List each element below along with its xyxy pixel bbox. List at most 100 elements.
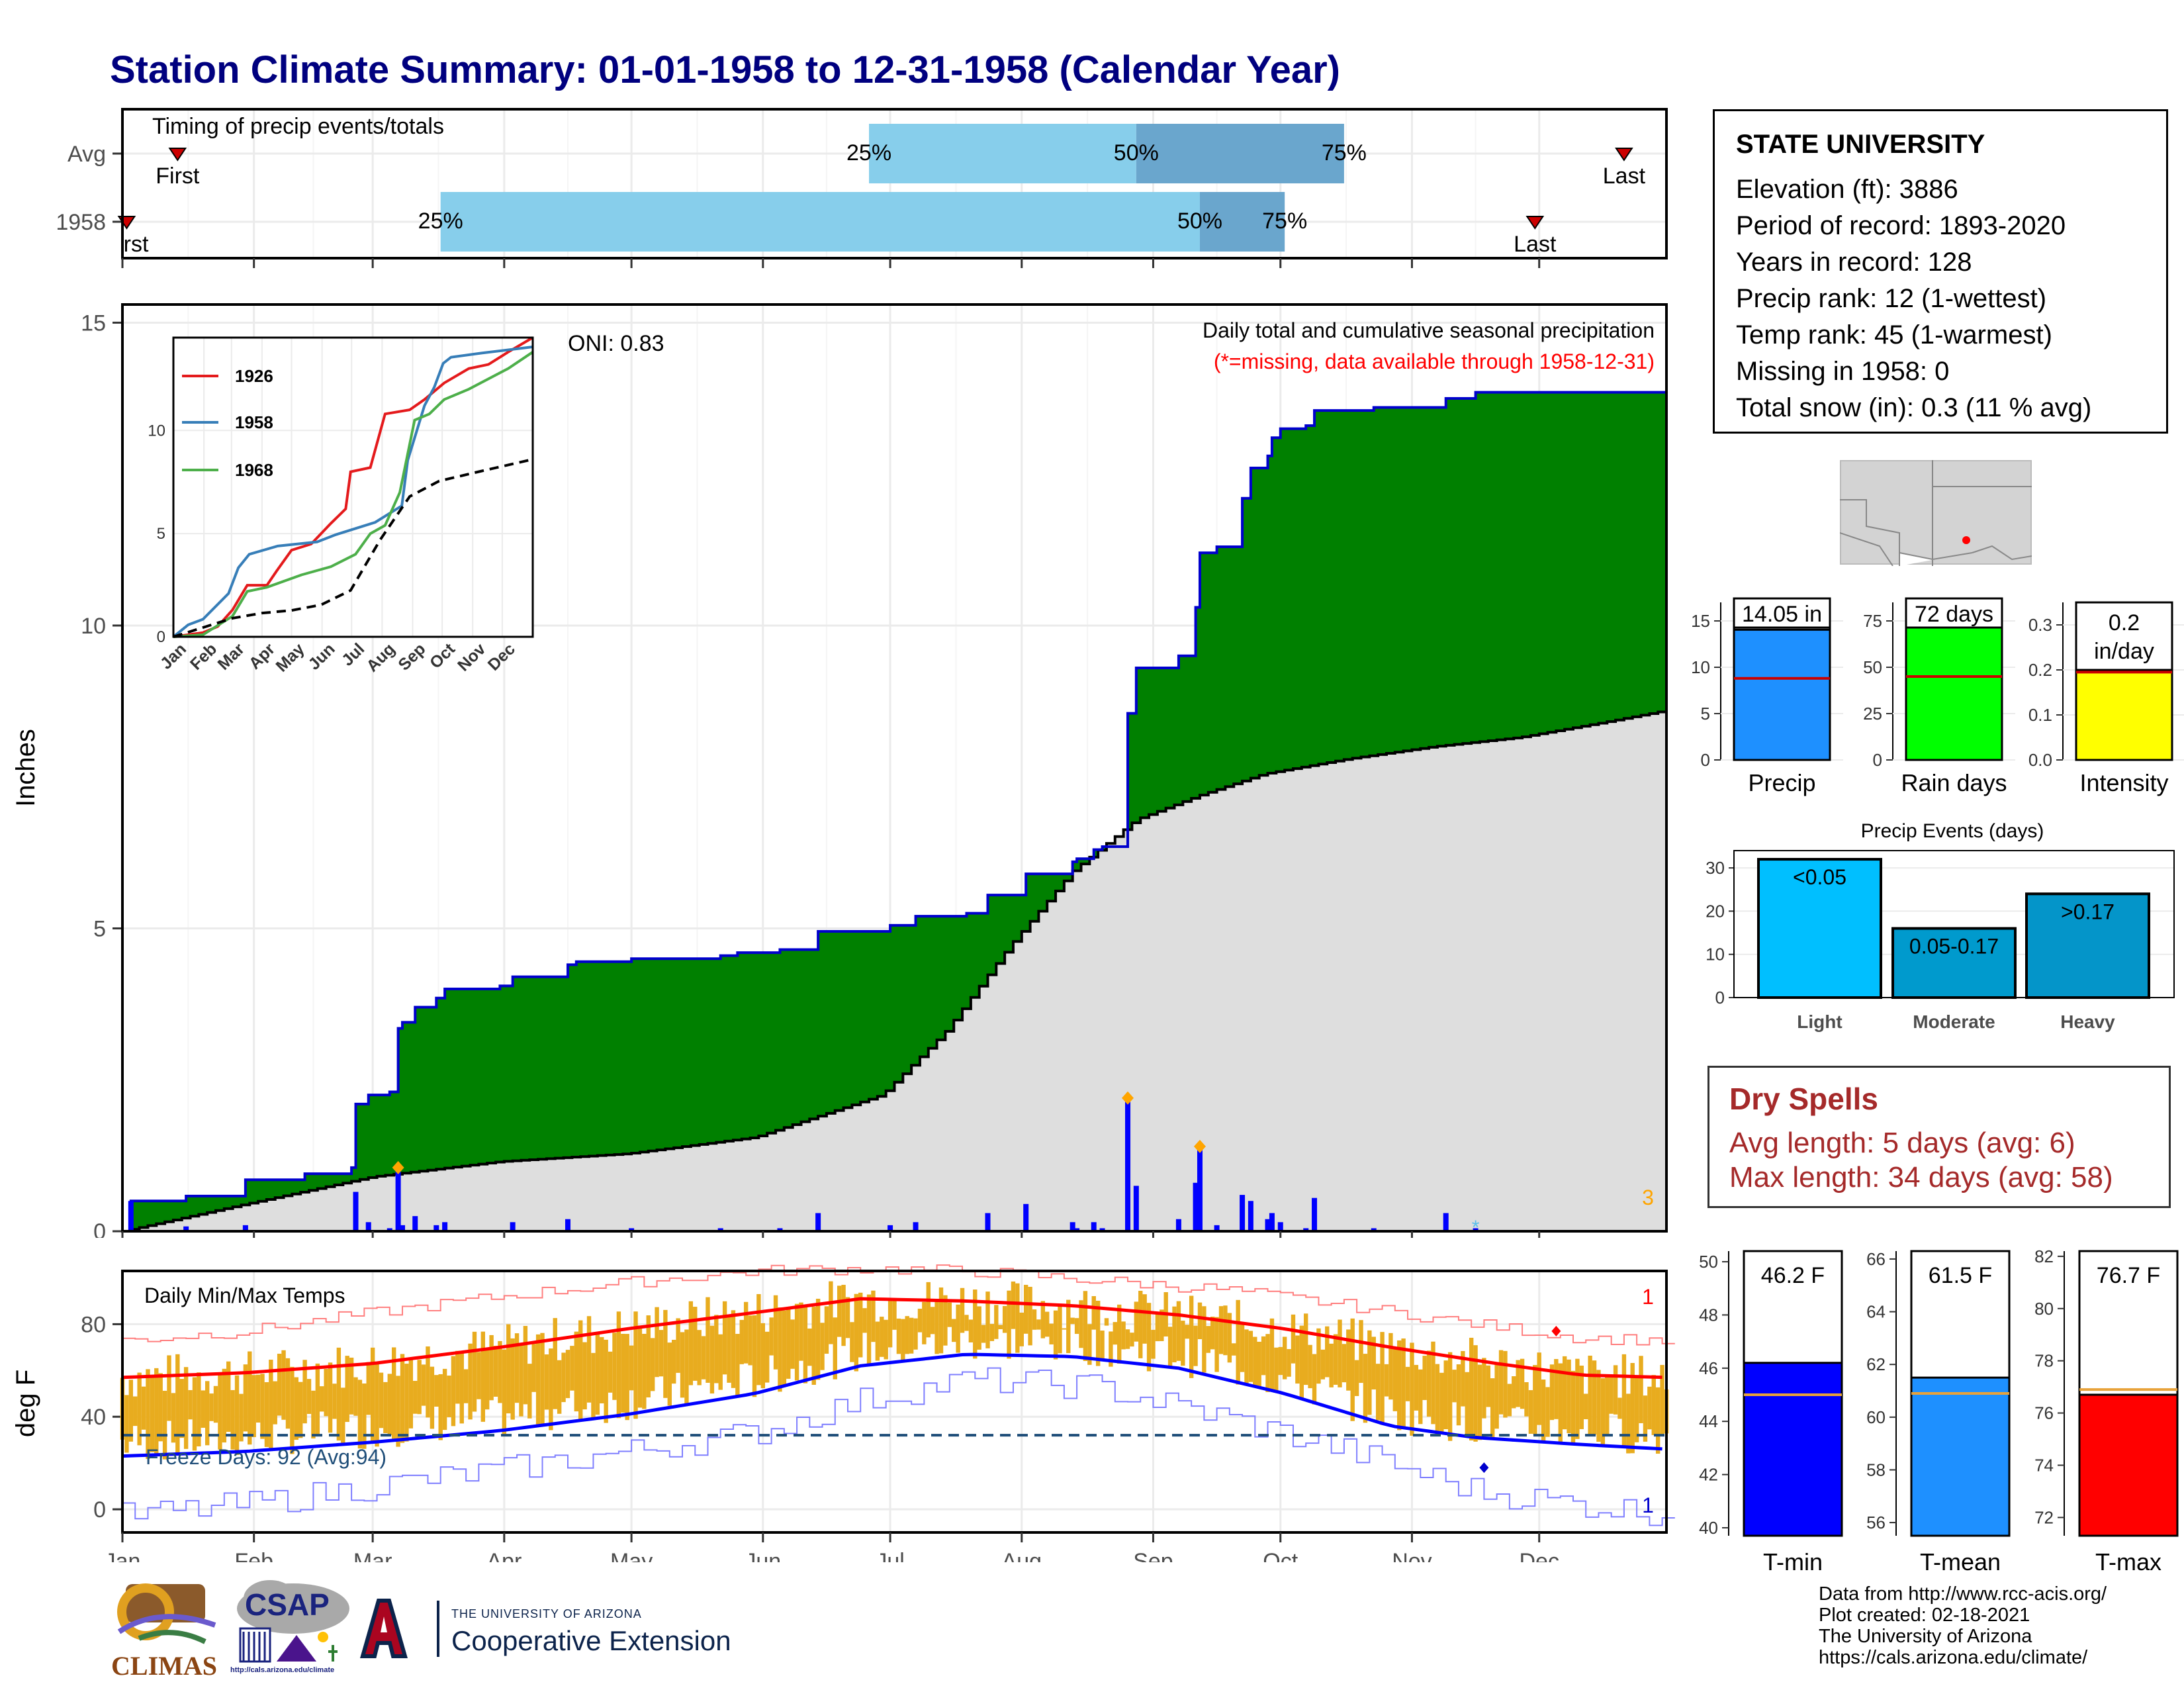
daily-temp-bar: [709, 1325, 715, 1394]
daily-precip-bar: [1069, 1222, 1075, 1231]
daily-temp-bar: [485, 1348, 490, 1410]
daily-precip-bar: [387, 1228, 392, 1231]
daily-temp-bar: [565, 1350, 570, 1399]
daily-temp-bar: [1007, 1290, 1011, 1359]
daily-temp-bar: [171, 1393, 176, 1443]
daily-temp-bar: [531, 1344, 536, 1392]
inset-ytick-label: 0: [157, 628, 165, 646]
daily-temp-bar: [514, 1333, 520, 1403]
month-label: Aug: [1002, 1549, 1042, 1562]
daily-temp-bar: [1405, 1366, 1410, 1401]
daily-precip-bar: [1269, 1213, 1275, 1231]
tbar-tick-label: 60: [1866, 1407, 1886, 1427]
timing-bar-50-75-avg: [1136, 124, 1344, 183]
daily-temp-bar: [1274, 1347, 1279, 1392]
daily-temp-bar: [417, 1360, 422, 1415]
ua-divider: [437, 1601, 439, 1657]
daily-temp-bar: [302, 1360, 307, 1424]
inset-series-1968: [173, 351, 534, 638]
daily-temp-bar: [1367, 1330, 1372, 1415]
daily-temp-bar: [285, 1358, 291, 1429]
daily-temp-bar: [1176, 1301, 1181, 1361]
daily-temp-bar: [1456, 1364, 1461, 1426]
daily-temp-bar: [510, 1338, 515, 1420]
daily-temp-bar: [1626, 1393, 1631, 1454]
daily-temp-bar: [188, 1389, 193, 1420]
daily-temp-bar: [1371, 1336, 1376, 1390]
daily-temp-bar: [1418, 1369, 1423, 1425]
daily-temp-bar: [829, 1281, 833, 1344]
tbar-tick-label: 40: [1699, 1518, 1718, 1538]
daily-temp-bar: [1397, 1340, 1402, 1430]
daily-temp-bar: [688, 1301, 694, 1385]
daily-temp-bar: [1282, 1336, 1287, 1380]
daily-temp-bar: [705, 1297, 710, 1383]
daily-temp-bar: [404, 1364, 409, 1442]
daily-temp-bar: [1461, 1350, 1465, 1407]
daily-temp-bar: [1537, 1352, 1541, 1425]
timing-bar-25-50-y1958: [440, 192, 1200, 252]
daily-temp-bar: [765, 1331, 770, 1383]
daily-temp-bar: [1074, 1318, 1079, 1335]
daily-temp-bar: [655, 1307, 659, 1378]
daily-temp-bar: [1011, 1281, 1016, 1329]
daily-temp-bar: [1023, 1284, 1028, 1334]
daily-temp-bar: [1028, 1286, 1032, 1346]
daily-temp-bar: [905, 1316, 909, 1354]
daily-temp-bar: [1299, 1325, 1304, 1400]
daily-temp-bar: [167, 1355, 171, 1421]
credit-line-university: The University of Arizona: [1819, 1626, 2032, 1647]
tbar-label-tmin: T-min: [1763, 1548, 1823, 1575]
record-precip-marker: [1122, 1091, 1134, 1105]
daily-temp-bar: [1091, 1296, 1096, 1330]
daily-temp-bar: [676, 1318, 680, 1373]
daily-temp-bar: [1087, 1324, 1092, 1365]
daily-temp-bar: [1338, 1319, 1342, 1387]
csap-logo: CSAP http://cals.arizona.edu/climate: [230, 1579, 349, 1678]
daily-temp-bar: [1019, 1312, 1024, 1346]
credit-line-data: Data from http://www.rcc-acis.org/: [1819, 1583, 2107, 1605]
events-tick-label: 0: [1715, 988, 1725, 1008]
daily-temp-bar: [222, 1368, 227, 1443]
daily-temp-bar: [760, 1323, 766, 1389]
daily-temp-bar: [1333, 1334, 1338, 1385]
daily-temp-bar: [1116, 1304, 1122, 1364]
daily-temp-bar: [1236, 1299, 1240, 1385]
cumulative-precip-line: [122, 380, 1668, 1233]
temp-ylabel: deg F: [11, 1370, 40, 1437]
daily-temp-bar: [1058, 1304, 1062, 1354]
daily-temp-bar: [1570, 1370, 1576, 1444]
daily-temp-bar: [192, 1377, 197, 1451]
inset-ytick-label: 5: [157, 525, 165, 543]
station-line-missing: Missing in 1958: 0: [1736, 357, 1950, 386]
daily-temp-bar: [773, 1295, 778, 1370]
inset-series-1958: [172, 346, 533, 638]
csap-text: CSAP: [245, 1587, 330, 1622]
daily-precip-bar: [433, 1225, 439, 1231]
daily-temp-bar: [824, 1306, 829, 1354]
daily-precip-bar: [1023, 1203, 1029, 1231]
daily-temp-bar: [930, 1307, 935, 1335]
daily-temp-bar: [646, 1315, 651, 1398]
daily-temp-bar: [586, 1316, 592, 1403]
tbar-bar-tmax: [2078, 1393, 2179, 1537]
precip-subtitle: (*=missing, data available through 1958-…: [1214, 350, 1655, 373]
daily-temp-bar: [1503, 1350, 1508, 1418]
daily-temp-bar: [472, 1331, 477, 1412]
daily-temp-bar: [1269, 1318, 1275, 1391]
daily-precip-bar: [1091, 1222, 1097, 1231]
daily-temp-bar: [1070, 1317, 1075, 1325]
summary-bar-precip: [1733, 628, 1831, 761]
daily-temp-bar: [837, 1286, 842, 1337]
daily-temp-bar: [964, 1315, 969, 1331]
daily-temp-bar: [421, 1364, 426, 1406]
daily-temp-bar: [549, 1348, 553, 1430]
summary-value-raindays: 72 days: [1915, 602, 1993, 627]
freeze-days-label: Freeze Days: 92 (Avg:94): [146, 1445, 387, 1469]
daily-temp-bar: [1032, 1309, 1037, 1330]
daily-temp-bar: [150, 1376, 155, 1452]
daily-temp-bar: [1533, 1365, 1537, 1434]
daily-precip-bar: [183, 1226, 189, 1231]
daily-temp-bar: [1443, 1360, 1448, 1430]
daily-temp-bar: [1579, 1366, 1584, 1429]
